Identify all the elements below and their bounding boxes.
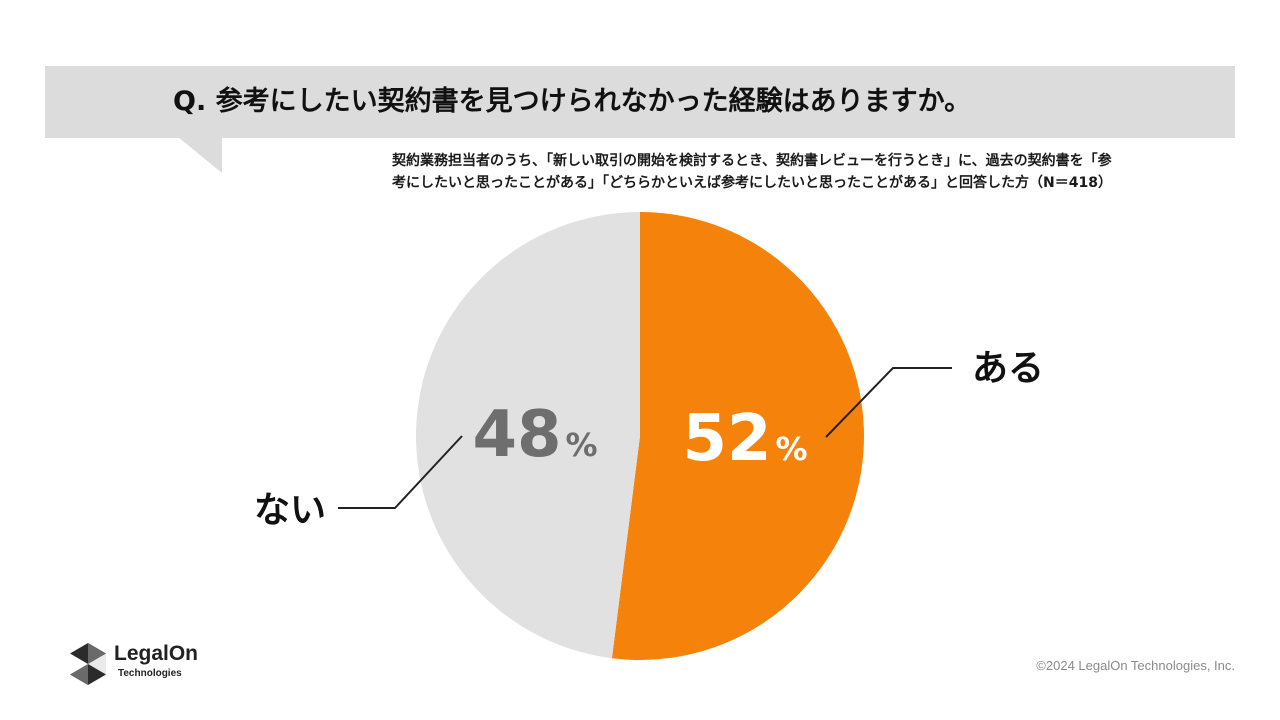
copyright-text: ©2024 LegalOn Technologies, Inc. — [1036, 658, 1235, 673]
leader-line-aru — [825, 367, 952, 438]
value-label-aru: 52% — [682, 402, 807, 476]
leader-line-nai — [338, 435, 463, 509]
legalon-hexagon-logo-icon — [70, 643, 106, 685]
subtitle-line-1: 契約業務担当者のうち、「新しい取引の開始を検討するとき、契約書レビューを行うとき… — [392, 153, 1112, 169]
logo-name: LegalOn — [114, 642, 199, 665]
subtitle-line-2: 考にしたいと思ったことがある」「どちらかといえば参考にしたいと思ったことがある」… — [392, 175, 1112, 191]
speech-bubble-tail — [178, 137, 222, 173]
category-label-aru: ある — [972, 348, 1044, 389]
question-title: Q. 参考にしたい契約書を見つけられなかった経験はありますか。 — [173, 86, 972, 117]
pie-slice-aru — [611, 212, 864, 660]
value-label-nai: 48% — [472, 398, 597, 472]
logo-subtitle: Technologies — [118, 668, 182, 679]
chart-subtitle: 契約業務担当者のうち、「新しい取引の開始を検討するとき、契約書レビューを行うとき… — [392, 150, 1242, 194]
pie-slice-nai — [415, 212, 640, 659]
question-banner — [45, 66, 1235, 138]
company-logo: LegalOn Technologies — [68, 642, 218, 688]
category-label-nai: ない — [254, 490, 326, 531]
